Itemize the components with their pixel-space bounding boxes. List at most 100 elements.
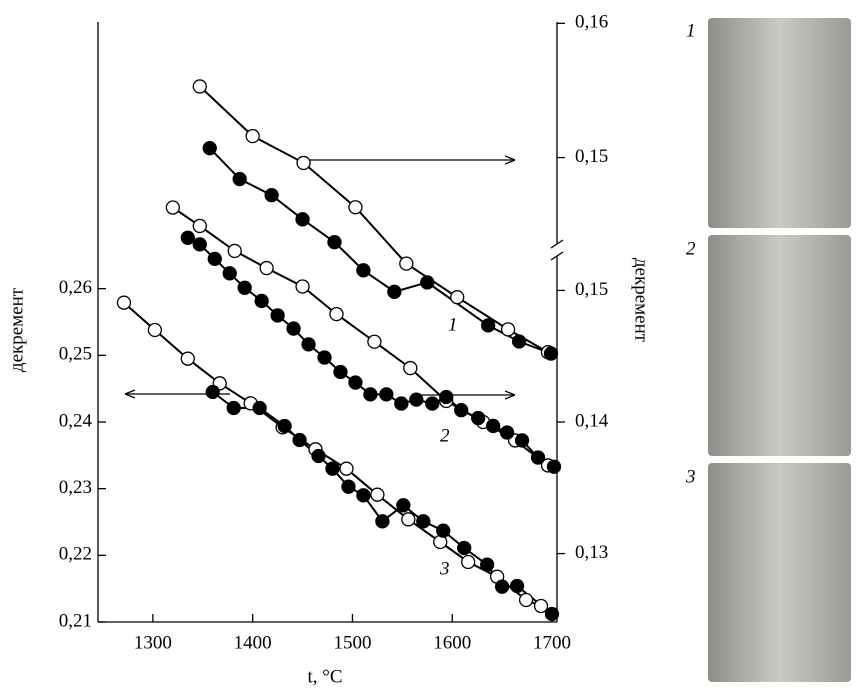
- point: [317, 350, 332, 365]
- point: [252, 400, 267, 416]
- point: [264, 188, 279, 203]
- curve-label: 1: [448, 314, 458, 335]
- y2-axis-title: декремент: [631, 258, 652, 343]
- point: [499, 425, 515, 440]
- point: [485, 418, 501, 434]
- point: [348, 375, 363, 390]
- point: [375, 514, 390, 529]
- axis-break: [550, 251, 564, 261]
- curve: [199, 85, 549, 354]
- point: [356, 263, 371, 278]
- point: [116, 295, 132, 310]
- point: [387, 284, 402, 299]
- photos: 1 2 3: [685, 18, 851, 682]
- y-tick-label: 0,23: [59, 477, 92, 498]
- point: [339, 461, 354, 476]
- point: [277, 418, 292, 434]
- axes: [97, 22, 564, 623]
- point: [533, 598, 549, 614]
- point: [205, 384, 220, 400]
- point: [436, 523, 451, 538]
- point: [543, 346, 559, 361]
- point: [222, 266, 237, 281]
- point: [202, 141, 217, 156]
- point: [511, 334, 527, 349]
- x-tick-label: 1400: [234, 632, 272, 653]
- point: [292, 432, 307, 448]
- point: [457, 540, 472, 556]
- point: [295, 212, 310, 227]
- point: [180, 351, 195, 366]
- curve-label: 2: [440, 425, 450, 446]
- point: [286, 321, 301, 336]
- point: [147, 322, 163, 338]
- point: [259, 260, 274, 276]
- point: [500, 322, 516, 337]
- photo: [708, 235, 851, 456]
- point: [245, 128, 260, 144]
- photo-label: 3: [685, 466, 696, 487]
- point: [348, 200, 363, 215]
- photo-label: 2: [686, 238, 696, 259]
- point: [363, 387, 378, 402]
- point: [425, 396, 440, 411]
- y-tick-label: 0,25: [59, 344, 92, 365]
- point: [180, 230, 195, 245]
- point: [367, 334, 382, 349]
- y-tick-label: 0,26: [59, 277, 92, 298]
- point: [301, 337, 316, 352]
- x-tick-label: 1500: [333, 632, 371, 653]
- point: [399, 256, 414, 271]
- point: [232, 171, 247, 187]
- y-axis-title: декремент: [6, 287, 27, 372]
- point: [341, 479, 356, 494]
- point: [420, 275, 435, 290]
- curve: [209, 147, 552, 355]
- point: [356, 488, 371, 503]
- point: [311, 448, 326, 464]
- point: [165, 200, 180, 215]
- point: [546, 459, 562, 474]
- point: [450, 290, 465, 305]
- point: [379, 387, 394, 402]
- y-tick-label: 0,21: [59, 610, 92, 631]
- y-tick-label: 0,24: [59, 410, 93, 431]
- curve-label: 3: [439, 558, 450, 579]
- point: [494, 579, 510, 594]
- point: [237, 280, 252, 295]
- y3-tick-label: 0,16: [575, 12, 608, 33]
- point: [416, 514, 431, 529]
- point: [370, 487, 385, 502]
- point: [207, 251, 222, 266]
- point: [333, 364, 348, 380]
- x-tick-label: 1300: [134, 632, 172, 653]
- point: [192, 237, 207, 252]
- point: [544, 606, 560, 622]
- point: [403, 360, 418, 376]
- point: [401, 512, 416, 527]
- point: [270, 308, 285, 323]
- y2-tick-label: 0,14: [575, 410, 609, 431]
- curve: [187, 236, 555, 468]
- point: [454, 403, 469, 418]
- point: [329, 306, 344, 322]
- point: [327, 234, 342, 250]
- point: [461, 554, 476, 570]
- photo: [708, 18, 851, 228]
- photo-label: 1: [686, 20, 696, 41]
- point: [325, 461, 340, 476]
- x-tick-label: 1600: [433, 632, 471, 653]
- point: [192, 218, 207, 234]
- point: [480, 318, 496, 333]
- point: [254, 293, 269, 309]
- x-tick-label: 1700: [533, 632, 571, 653]
- point: [509, 578, 525, 594]
- point: [471, 410, 486, 426]
- point: [530, 450, 546, 465]
- photo: [708, 463, 851, 682]
- point: [514, 433, 530, 448]
- axis-break: [550, 239, 564, 249]
- point: [396, 498, 411, 513]
- point: [518, 592, 534, 608]
